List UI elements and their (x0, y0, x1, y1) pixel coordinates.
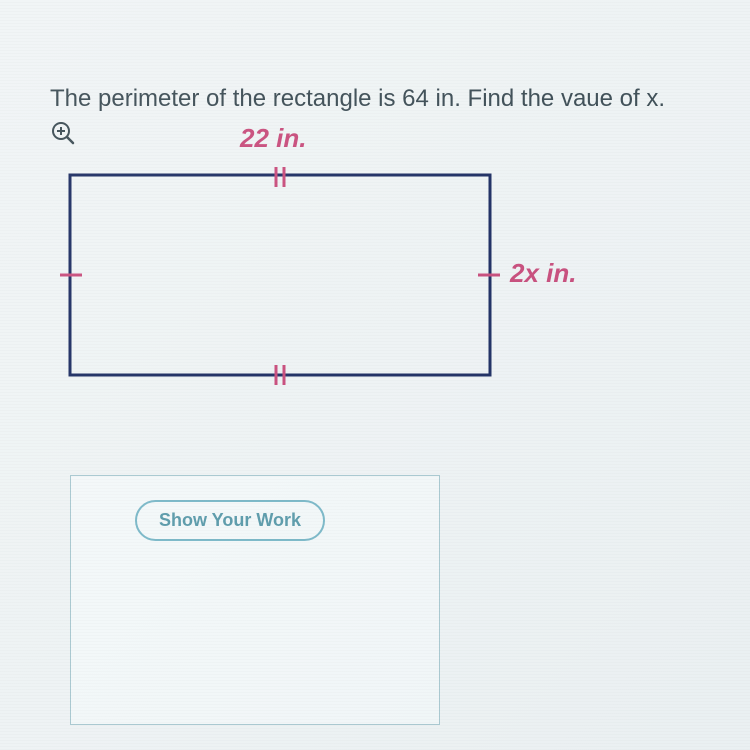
page-background: The perimeter of the rectangle is 64 in.… (0, 0, 750, 750)
zoom-in-icon[interactable] (50, 120, 76, 151)
top-side-label: 22 in. (240, 123, 306, 154)
rectangle-diagram (60, 165, 500, 385)
show-your-work-button[interactable]: Show Your Work (135, 500, 325, 541)
question-text: The perimeter of the rectangle is 64 in.… (50, 85, 665, 113)
right-side-label: 2x in. (510, 258, 576, 289)
